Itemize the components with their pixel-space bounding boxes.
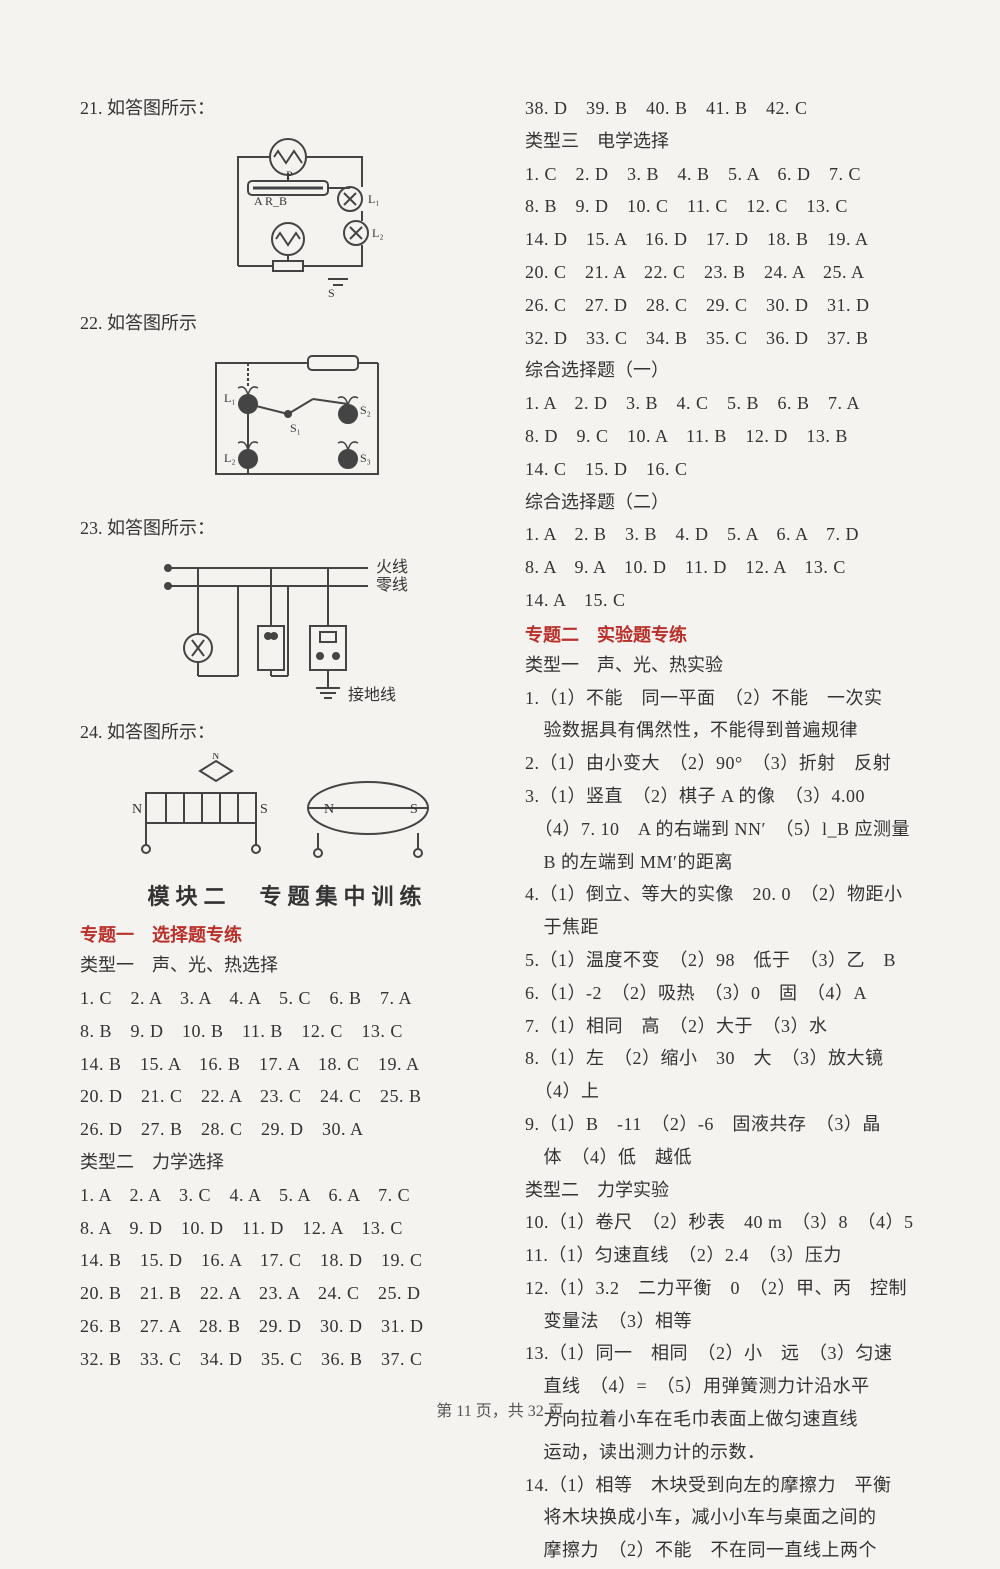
type2-answers: 1. A 2. A 3. C 4. A 5. A 6. A 7. C 8. A 9… xyxy=(80,1181,495,1374)
fig24-svg: N S N N S xyxy=(128,753,448,863)
q22-label: 22. 如答图所示 xyxy=(80,309,495,338)
fig24-box: N S N N S xyxy=(80,753,495,863)
comp2-answers: 1. A 2. B 3. B 4. D 5. A 6. A 7. D 8. A 9… xyxy=(525,520,940,614)
answer-line: 10.（1）卷尺 （2）秒表 40 m （3）8 （4）5 xyxy=(525,1208,940,1237)
exp-type2-items: 10.（1）卷尺 （2）秒表 40 m （3）8 （4）5 11.（1）匀速直线 … xyxy=(525,1208,940,1565)
exp-type1-title: 类型一 声、光、热实验 xyxy=(525,651,940,680)
type3-title: 类型三 电学选择 xyxy=(525,127,940,156)
answer-line: 8. B 9. D 10. C 11. C 12. C 13. C xyxy=(525,192,940,221)
svg-text:S: S xyxy=(328,286,335,299)
topic2-title: 专题二 实验题专练 xyxy=(525,621,940,647)
answer-line: 体 （4）低 越低 xyxy=(525,1143,940,1172)
cont-answers: 38. D 39. B 40. B 41. B 42. C xyxy=(525,94,940,123)
q23-label: 23. 如答图所示： xyxy=(80,514,495,543)
answer-line: 运动，读出测力计的示数． xyxy=(525,1438,940,1467)
answer-line: 摩擦力 （2）不能 不在同一直线上两个 xyxy=(525,1536,940,1565)
answer-line: 20. C 21. A 22. C 23. B 24. A 25. A xyxy=(525,258,940,287)
answer-line: （4）上 xyxy=(525,1077,940,1106)
answer-line: 9.（1）B -11 （2）-6 固液共存 （3）晶 xyxy=(525,1110,940,1139)
topic1-title: 专题一 选择题专练 xyxy=(80,921,495,947)
comp2-title: 综合选择题（二） xyxy=(525,488,940,517)
q24-label: 24. 如答图所示： xyxy=(80,718,495,747)
answer-line: 20. D 21. C 22. A 23. C 24. C 25. B xyxy=(80,1082,495,1111)
svg-text:S₁: S₁ xyxy=(290,421,301,435)
answer-line: 变量法 （3）相等 xyxy=(525,1307,940,1336)
svg-text:P: P xyxy=(286,168,293,182)
answer-line: 5.（1）温度不变 （2）98 低于 （3）乙 B xyxy=(525,946,940,975)
answer-line: 8. A 9. A 10. D 11. D 12. A 13. C xyxy=(525,553,940,582)
svg-text:L₂: L₂ xyxy=(224,451,236,465)
module2-title: 模块二 专题集中训练 xyxy=(80,879,495,911)
svg-text:N: N xyxy=(212,753,219,762)
answer-line: 1. A 2. B 3. B 4. D 5. A 6. A 7. D xyxy=(525,520,940,549)
right-column: 38. D 39. B 40. B 41. B 42. C 类型三 电学选择 1… xyxy=(525,90,940,1569)
left-column: 21. 如答图所示： xyxy=(80,90,495,1569)
type2-title: 类型二 力学选择 xyxy=(80,1148,495,1177)
exp-type1-items: 1.（1）不能 同一平面 （2）不能 一次实 验数据具有偶然性，不能得到普遍规律… xyxy=(525,684,940,1172)
answer-line: 14. A 15. C xyxy=(525,586,940,615)
answer-line: 4.（1）倒立、等大的实像 20. 0 （2）物距小 xyxy=(525,880,940,909)
answer-line: 8. D 9. C 10. A 11. B 12. D 13. B xyxy=(525,422,940,451)
answer-line: 1. C 2. D 3. B 4. B 5. A 6. D 7. C xyxy=(525,160,940,189)
fire-label: 火线 xyxy=(376,558,408,576)
exp-type2-title: 类型二 力学实验 xyxy=(525,1176,940,1205)
page: 21. 如答图所示： xyxy=(80,90,940,1569)
svg-text:S₃: S₃ xyxy=(360,451,371,465)
answer-line: 6.（1）-2 （2）吸热 （3）0 固 （4）A xyxy=(525,979,940,1008)
answer-line: B 的左端到 MM′的距离 xyxy=(525,848,940,877)
answer-line: 将木块换成小车，减小小车与桌面之间的 xyxy=(525,1503,940,1532)
answer-line: 1.（1）不能 同一平面 （2）不能 一次实 xyxy=(525,684,940,713)
answer-line: 12.（1）3.2 二力平衡 0 （2）甲、丙 控制 xyxy=(525,1274,940,1303)
answer-line: 14. B 15. A 16. B 17. A 18. C 19. A xyxy=(80,1050,495,1079)
answer-line: 1. A 2. A 3. C 4. A 5. A 6. A 7. C xyxy=(80,1181,495,1210)
answer-line: 14.（1）相等 木块受到向左的摩擦力 平衡 xyxy=(525,1471,940,1500)
answer-line: 26. B 27. A 28. B 29. D 30. D 31. D xyxy=(80,1312,495,1341)
neutral-label: 零线 xyxy=(376,576,408,594)
fig22-box: L₁ L₂ S₁ S₂ S₃ xyxy=(80,344,495,504)
svg-text:S: S xyxy=(260,802,268,817)
answer-line: 13.（1）同一 相同 （2）小 远 （3）匀速 xyxy=(525,1339,940,1368)
svg-text:S: S xyxy=(410,802,418,817)
answer-line: 1. A 2. D 3. B 4. C 5. B 6. B 7. A xyxy=(525,389,940,418)
answer-line: 14. C 15. D 16. C xyxy=(525,455,940,484)
answer-line: 32. D 33. C 34. B 35. C 36. D 37. B xyxy=(525,324,940,353)
answer-line: 8. B 9. D 10. B 11. B 12. C 13. C xyxy=(80,1017,495,1046)
answer-line: 8. A 9. D 10. D 11. D 12. A 13. C xyxy=(80,1214,495,1243)
q21-label: 21. 如答图所示： xyxy=(80,94,495,123)
answer-line: 14. D 15. A 16. D 17. D 18. B 19. A xyxy=(525,225,940,254)
answer-line: 26. D 27. B 28. C 29. D 30. A xyxy=(80,1115,495,1144)
fig21-box: P A R_B L₁ L₂ S xyxy=(80,129,495,299)
svg-text:A R_B: A R_B xyxy=(254,194,287,208)
answer-line: 14. B 15. D 16. A 17. C 18. D 19. C xyxy=(80,1246,495,1275)
svg-text:L₁: L₁ xyxy=(368,192,380,206)
answer-line: 26. C 27. D 28. C 29. C 30. D 31. D xyxy=(525,291,940,320)
svg-text:L₁: L₁ xyxy=(224,391,236,405)
type1-title: 类型一 声、光、热选择 xyxy=(80,951,495,980)
svg-text:N: N xyxy=(324,802,334,817)
answer-line: 20. B 21. B 22. A 23. A 24. C 25. D xyxy=(80,1279,495,1308)
answer-line: 7.（1）相同 高 （2）大于 （3）水 xyxy=(525,1012,940,1041)
answer-line: 于焦距 xyxy=(525,913,940,942)
answer-line: （4）7. 10 A 的右端到 NN′ （5）l_B 应测量 xyxy=(525,815,940,844)
answer-line: 3.（1）竖直 （2）棋子 A 的像 （3）4.00 xyxy=(525,782,940,811)
type3-answers: 1. C 2. D 3. B 4. B 5. A 6. D 7. C 8. B 9… xyxy=(525,160,940,353)
answer-line: 32. B 33. C 34. D 35. C 36. B 37. C xyxy=(80,1345,495,1374)
fig23-svg: 火线 零线 接地线 xyxy=(138,548,438,708)
svg-text:N: N xyxy=(132,802,142,817)
comp1-title: 综合选择题（一） xyxy=(525,356,940,385)
svg-text:L₂: L₂ xyxy=(372,226,384,240)
answer-line: 2.（1）由小变大 （2）90° （3）折射 反射 xyxy=(525,749,940,778)
answer-line: 11.（1）匀速直线 （2）2.4 （3）压力 xyxy=(525,1241,940,1270)
svg-text:S₂: S₂ xyxy=(360,403,371,417)
answer-line: 验数据具有偶然性，不能得到普遍规律 xyxy=(525,716,940,745)
answer-line: 8.（1）左 （2）缩小 30 大 （3）放大镜 xyxy=(525,1044,940,1073)
fig23-box: 火线 零线 接地线 xyxy=(80,548,495,708)
comp1-answers: 1. A 2. D 3. B 4. C 5. B 6. B 7. A 8. D 9… xyxy=(525,389,940,483)
answer-line: 1. C 2. A 3. A 4. A 5. C 6. B 7. A xyxy=(80,984,495,1013)
ground-label: 接地线 xyxy=(348,686,396,704)
fig21-svg: P A R_B L₁ L₂ S xyxy=(178,129,398,299)
fig22-svg: L₁ L₂ S₁ S₂ S₃ xyxy=(178,344,398,504)
page-number: 第 11 页，共 32 页 xyxy=(0,1397,1000,1421)
type1-answers: 1. C 2. A 3. A 4. A 5. C 6. B 7. A 8. B 9… xyxy=(80,984,495,1144)
